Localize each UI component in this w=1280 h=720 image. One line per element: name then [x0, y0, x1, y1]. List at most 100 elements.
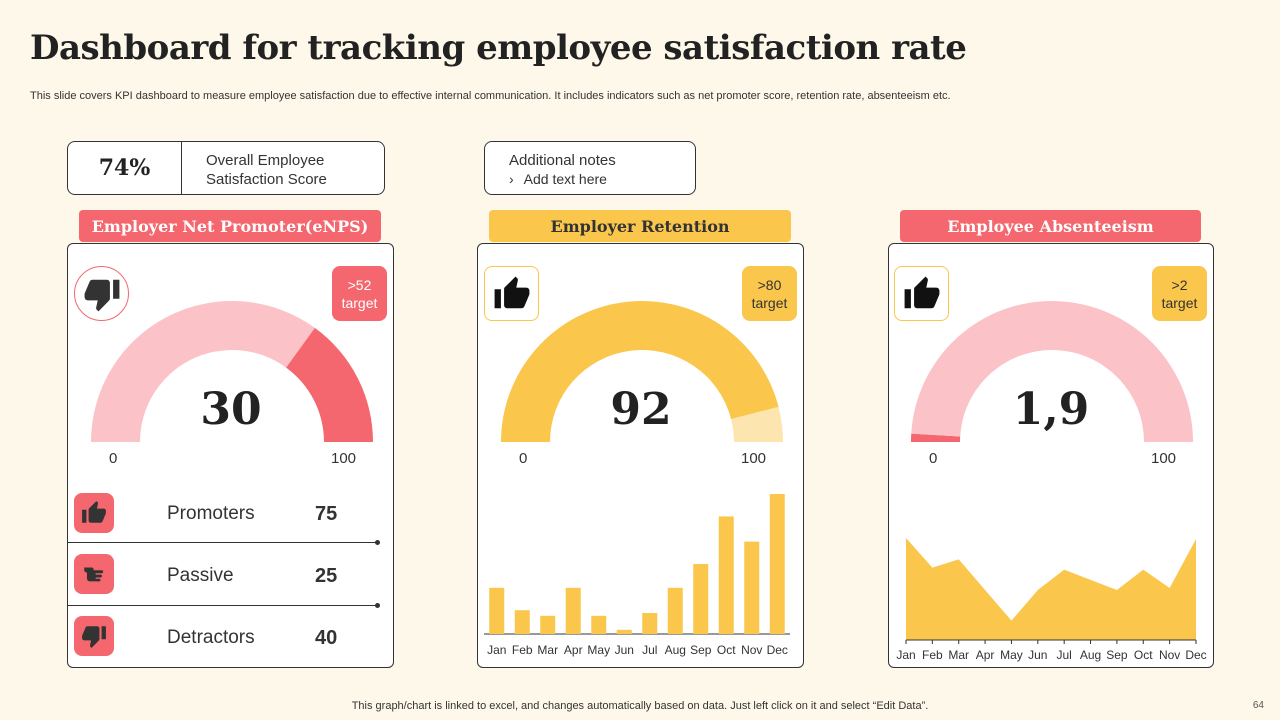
area-tick-label: Oct	[1134, 648, 1153, 662]
bar-tick-label: Mar	[537, 643, 558, 657]
bar-may	[591, 615, 607, 634]
thumbs-up-icon	[74, 493, 114, 533]
gauge-value-arc	[286, 327, 373, 442]
thumbs-down-icon	[74, 616, 114, 656]
bar-aug	[667, 587, 683, 634]
bar-tick-label: Nov	[741, 643, 762, 657]
bar-oct	[718, 516, 734, 634]
area-tick-label: Apr	[976, 648, 995, 662]
absenteeism-panel: >2 target 1,9 0 100 Jan Feb Mar Apr May Jun Ju…	[888, 243, 1214, 668]
footer-note: This graph/chart is linked to excel, and…	[351, 700, 929, 712]
enps-target-label: target	[341, 294, 378, 311]
retention-gauge-value: 92	[610, 384, 672, 435]
bar-nov	[744, 541, 760, 634]
bar-tick-label: Sep	[690, 643, 712, 657]
bar-jun	[616, 629, 632, 634]
bar-feb	[514, 610, 530, 634]
bar-tick-label: Aug	[665, 643, 686, 657]
enps-target-value: >52	[347, 276, 372, 293]
absenteeism-area-series	[906, 538, 1196, 640]
row-divider-dot	[375, 540, 380, 545]
absenteeism-target-label: target	[1161, 294, 1198, 311]
bar-apr	[565, 587, 581, 634]
retention-target-label: target	[751, 294, 788, 311]
area-tick-label: Aug	[1080, 648, 1101, 662]
passive-label: Passive	[167, 565, 234, 586]
notes-item-text: Add text here	[523, 171, 607, 187]
thumbs-up-icon	[484, 266, 539, 321]
bar-tick-label: May	[587, 643, 610, 657]
row-divider	[68, 542, 378, 543]
absenteeism-gauge-value: 1,9	[1012, 384, 1090, 435]
absenteeism-gauge	[911, 300, 1193, 442]
thumbs-down-icon	[74, 266, 129, 321]
retention-axis-max: 100	[741, 450, 767, 467]
absenteeism-axis-min: 0	[929, 450, 938, 467]
satisfaction-score-label: Overall Employee Satisfaction Score	[206, 152, 327, 188]
absenteeism-header: Employee Absenteeism	[900, 210, 1201, 242]
bar-tick-label: Jan	[487, 643, 506, 657]
page-subtitle: This slide covers KPI dashboard to measu…	[30, 90, 951, 102]
retention-axis-min: 0	[519, 450, 528, 467]
notes-item[interactable]: › Add text here	[509, 171, 607, 187]
absenteeism-target-value: >2	[1171, 276, 1188, 293]
bar-tick-label: Dec	[767, 643, 788, 657]
retention-panel: >80 target 92 0 100 Jan Feb Mar Apr May Jun Ju…	[477, 243, 804, 668]
bar-sep	[693, 564, 709, 634]
enps-gauge-value: 30	[200, 384, 262, 435]
enps-axis-max: 100	[331, 450, 357, 467]
bar-tick-label: Feb	[512, 643, 533, 657]
retention-header: Employer Retention	[489, 210, 791, 242]
area-tick-label: Jul	[1057, 648, 1072, 662]
satisfaction-score-box: 74% Overall Employee Satisfaction Score	[67, 141, 385, 195]
absenteeism-area-chart: Jan Feb Mar Apr May Jun Jul Aug Sep Oct Nov Dec	[896, 538, 1207, 662]
notes-title: Additional notes	[509, 152, 616, 169]
thumbs-up-icon	[894, 266, 949, 321]
chevron-right-icon: ›	[509, 171, 514, 187]
bar-jul	[642, 613, 658, 634]
satisfaction-score-value: 74%	[68, 142, 182, 194]
area-tick-label: Nov	[1159, 648, 1180, 662]
area-tick-label: Dec	[1185, 648, 1206, 662]
area-tick-label: Jun	[1028, 648, 1047, 662]
detractors-label: Detractors	[167, 627, 255, 648]
enps-target-badge: >52 target	[332, 266, 387, 321]
area-tick-label: Feb	[922, 648, 943, 662]
bar-tick-label: Oct	[717, 643, 736, 657]
gauge-remaining-arc	[731, 406, 783, 442]
bar-jan	[489, 587, 505, 634]
promoters-value: 75	[315, 503, 338, 525]
bar-tick-label: Jun	[615, 643, 634, 657]
page-number: 64	[1252, 700, 1264, 711]
bar-tick-label: Jul	[642, 643, 657, 657]
retention-bar-chart: Jan Feb Mar Apr May Jun Jul Aug Sep Oct Nov Dec	[484, 494, 790, 657]
promoters-label: Promoters	[167, 503, 255, 524]
area-tick-label: Sep	[1106, 648, 1128, 662]
area-tick-label: Mar	[948, 648, 969, 662]
gauge-value-arc	[911, 433, 961, 442]
row-divider	[68, 605, 378, 606]
area-tick-label: Jan	[896, 648, 915, 662]
gauge-remaining-arc	[911, 300, 1193, 442]
retention-target-value: >80	[757, 276, 782, 293]
passive-value: 25	[315, 565, 338, 587]
retention-target-badge: >80 target	[742, 266, 797, 321]
bar-mar	[540, 615, 556, 634]
absenteeism-target-badge: >2 target	[1152, 266, 1207, 321]
enps-header: Employer Net Promoter(eNPS)	[79, 210, 381, 242]
enps-axis-min: 0	[109, 450, 118, 467]
additional-notes-box[interactable]: Additional notes › Add text here	[484, 141, 696, 195]
retention-gauge	[501, 301, 783, 442]
row-divider-dot	[375, 603, 380, 608]
page-title: Dashboard for tracking employee satisfac…	[30, 28, 967, 68]
enps-panel: >52 target 30 0 100 Promoters 75 Passive…	[67, 243, 394, 668]
bar-tick-label: Apr	[564, 643, 583, 657]
enps-gauge	[91, 301, 373, 442]
gauge-remaining-arc	[91, 301, 315, 442]
gauge-value-arc	[501, 301, 779, 442]
absenteeism-axis-max: 100	[1151, 450, 1177, 467]
bar-dec	[769, 494, 785, 634]
thumbs-sideways-icon	[74, 554, 114, 594]
area-tick-label: May	[1000, 648, 1023, 662]
detractors-value: 40	[315, 627, 338, 649]
